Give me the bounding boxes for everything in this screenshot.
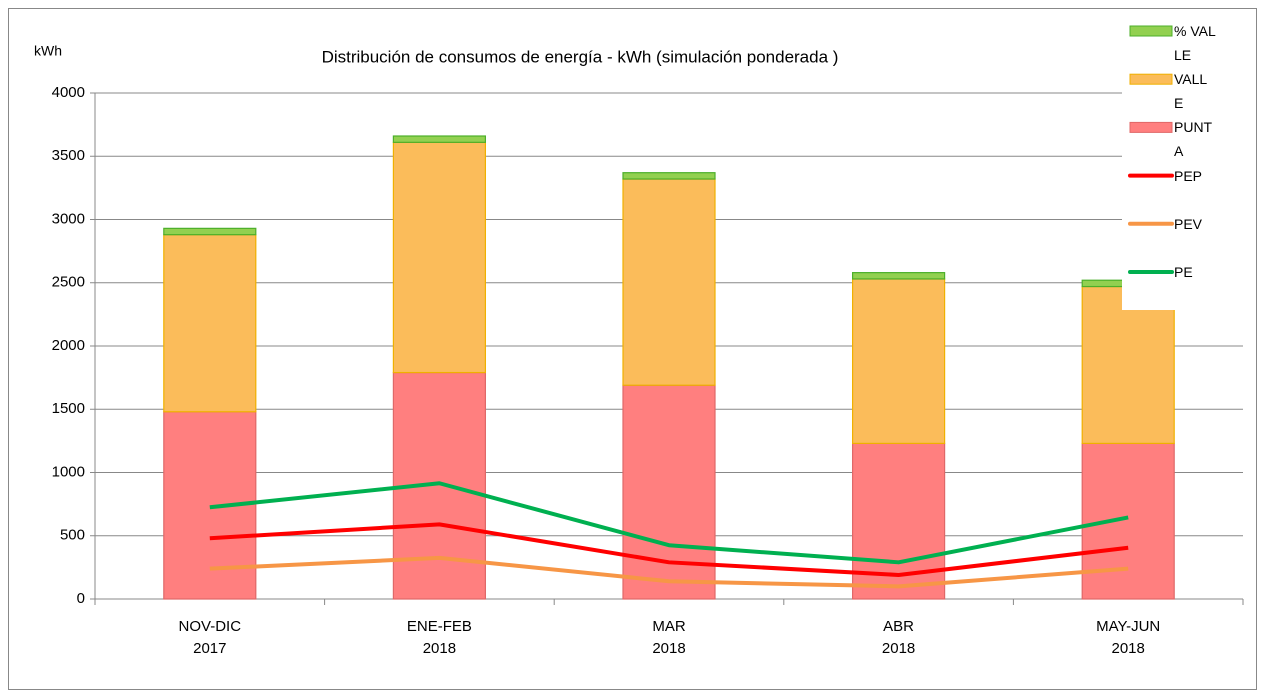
line-series: [209, 555, 1129, 589]
bar-segment: [392, 135, 486, 143]
x-tick-label: 2017: [193, 640, 226, 657]
legend-label: PUNTA: [1174, 119, 1213, 160]
y-tick-label: 0: [77, 590, 85, 607]
x-tick-label: 2018: [882, 640, 915, 657]
legend-label: PE: [1174, 264, 1193, 280]
bar-segment: [622, 384, 716, 600]
bar-segment: [1081, 442, 1175, 600]
legend-swatch: [1129, 121, 1173, 133]
y-tick-label: 2000: [52, 337, 85, 354]
y-axis-label: kWh: [34, 43, 62, 59]
bar-segment: [1081, 285, 1175, 445]
x-tick-label: ENE-FEB: [407, 618, 472, 635]
y-tick-label: 2500: [52, 274, 85, 291]
bar-segment: [163, 234, 257, 413]
y-tick-label: 4000: [52, 84, 85, 101]
legend-label: VALLE: [1174, 71, 1208, 112]
x-tick-label: MAY-JUN: [1096, 618, 1160, 635]
legend-swatch: [1129, 25, 1173, 37]
line-series: [209, 522, 1129, 577]
x-tick-label: MAR: [652, 618, 686, 635]
bar-segment: [622, 172, 716, 180]
line-series: [209, 481, 1129, 565]
bar-segment: [851, 278, 946, 445]
y-tick-label: 3000: [52, 210, 85, 227]
x-tick-label: NOV-DIC: [179, 618, 242, 635]
y-tick-label: 1000: [52, 463, 85, 480]
x-tick-label: 2018: [423, 640, 456, 657]
bar-segment: [163, 227, 257, 236]
y-tick-label: 500: [60, 527, 85, 544]
legend-label: PEV: [1174, 215, 1203, 232]
legend-label: PEP: [1174, 167, 1203, 184]
x-tick-label: ABR: [883, 618, 914, 635]
legend-swatch: [1129, 73, 1173, 85]
bar-segment: [392, 141, 486, 374]
x-tick-label: 2018: [652, 640, 685, 657]
bar-segment: [622, 178, 716, 386]
x-tick-label: 2018: [1112, 640, 1145, 657]
bar-segment: [851, 272, 946, 280]
chart-title: Distribución de consumos de energía - kW…: [322, 47, 839, 66]
legend-label: % VALLE: [1174, 23, 1216, 63]
y-tick-label: 3500: [52, 147, 85, 164]
y-tick-label: 1500: [52, 400, 85, 417]
